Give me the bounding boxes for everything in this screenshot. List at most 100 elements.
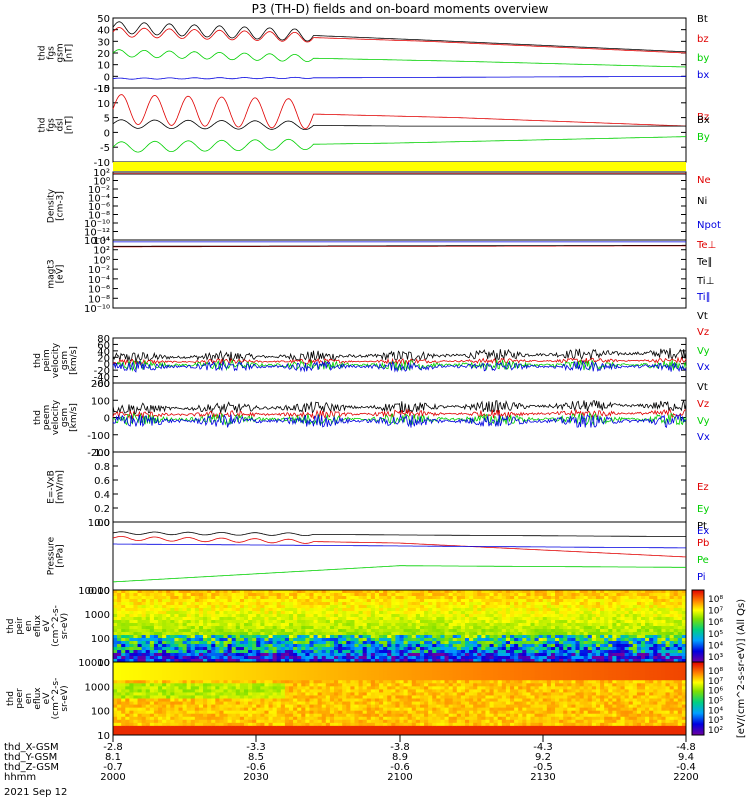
heatmap-cell <box>464 656 470 660</box>
heatmap-cell <box>276 647 282 651</box>
heatmap-cell <box>235 632 241 636</box>
heatmap-cell <box>329 728 335 733</box>
heatmap-cell <box>223 611 229 615</box>
heatmap-cell <box>280 713 286 718</box>
heatmap-cell <box>469 626 474 630</box>
heatmap-cell <box>350 590 355 594</box>
heatmap-cell <box>211 728 216 733</box>
heatmap-cell <box>546 593 552 597</box>
heatmap-cell <box>460 590 466 594</box>
heatmap-cell <box>636 656 642 660</box>
heatmap-cell <box>321 719 327 724</box>
heatmap-cell <box>260 608 265 612</box>
heatmap-cell <box>198 686 204 690</box>
heatmap-cell <box>117 725 122 730</box>
heatmap-cell <box>301 635 306 639</box>
heatmap-cell <box>309 650 315 654</box>
heatmap-cell <box>559 626 564 630</box>
heatmap-cell <box>460 614 466 618</box>
heatmap-cell <box>329 680 335 684</box>
heatmap-cell <box>121 695 126 699</box>
heatmap-cell <box>415 650 421 654</box>
heatmap-cell <box>448 629 454 633</box>
heatmap-cell <box>510 635 515 639</box>
heatmap-cell <box>178 608 184 612</box>
heatmap-cell <box>162 656 167 660</box>
heatmap-cell <box>158 647 163 651</box>
heatmap-cell <box>293 704 298 709</box>
heatmap-cell <box>624 641 630 645</box>
heatmap-cell <box>149 653 155 657</box>
y-axis-label-line: [nT] <box>65 116 75 134</box>
heatmap-cell <box>493 605 499 609</box>
heatmap-cell <box>113 674 118 678</box>
heatmap-cell <box>243 668 249 672</box>
heatmap-cell <box>178 590 184 594</box>
heatmap-cell <box>608 656 613 660</box>
heatmap-cell <box>190 620 196 624</box>
heatmap-cell <box>276 677 282 681</box>
heatmap-cell <box>313 722 319 727</box>
heatmap-cell <box>252 704 257 709</box>
heatmap-cell <box>239 641 245 645</box>
heatmap-cell <box>640 614 646 618</box>
heatmap-cell <box>640 647 646 651</box>
heatmap-cell <box>645 605 650 609</box>
heatmap-cell <box>133 650 139 654</box>
heatmap-cell <box>117 671 122 675</box>
heatmap-cell <box>153 608 159 612</box>
heatmap-cell <box>575 644 581 648</box>
heatmap-cell <box>485 647 491 651</box>
heatmap-cell <box>260 710 265 715</box>
heatmap-cell <box>657 596 662 600</box>
heatmap-cell <box>587 635 593 639</box>
heatmap-cell <box>219 671 224 675</box>
heatmap-cell <box>231 680 237 684</box>
heatmap-cell <box>608 593 613 597</box>
heatmap-cell <box>395 656 400 660</box>
heatmap-cell <box>567 614 572 618</box>
heatmap-cell <box>170 689 175 693</box>
heatmap-cell <box>477 653 482 657</box>
heatmap-cell <box>665 602 671 606</box>
heatmap-cell <box>264 665 270 669</box>
legend-entry: Npot <box>697 220 721 231</box>
heatmap-cell <box>555 626 560 630</box>
heatmap-cell <box>121 650 126 654</box>
heatmap-cell <box>190 695 196 699</box>
heatmap-cell <box>309 686 315 690</box>
heatmap-cell <box>215 629 220 633</box>
heatmap-cell <box>207 620 212 624</box>
heatmap-cell <box>329 608 335 612</box>
heatmap-cell <box>419 650 425 654</box>
heatmap-cell <box>137 668 143 672</box>
heatmap-cell <box>358 611 364 615</box>
heatmap-cell <box>252 659 257 663</box>
heatmap-cell <box>207 611 212 615</box>
heatmap-cell <box>538 635 544 639</box>
heatmap-cell <box>464 599 470 603</box>
heatmap-cell <box>555 641 560 645</box>
heatmap-cell <box>256 728 261 733</box>
heatmap-cell <box>117 686 122 690</box>
heatmap-cell <box>555 647 560 651</box>
heatmap-cell <box>203 623 208 627</box>
heatmap-cell <box>260 626 265 630</box>
heatmap-cell <box>452 617 458 621</box>
heatmap-cell <box>215 617 220 621</box>
heatmap-cell <box>534 638 540 642</box>
heatmap-cell <box>125 686 130 690</box>
heatmap-cell <box>321 659 327 663</box>
heatmap-cell <box>248 677 253 681</box>
heatmap-cell <box>174 674 179 678</box>
heatmap-cell <box>432 593 437 597</box>
heatmap-cell <box>383 656 388 660</box>
heatmap-cell <box>575 623 581 627</box>
heatmap-cell <box>297 644 302 648</box>
heatmap-cell <box>264 695 270 699</box>
heatmap-cell <box>600 659 605 663</box>
heatmap-cell <box>260 695 265 699</box>
heatmap-cell <box>313 731 319 736</box>
heatmap-cell <box>141 671 147 675</box>
heatmap-cell <box>489 602 495 606</box>
